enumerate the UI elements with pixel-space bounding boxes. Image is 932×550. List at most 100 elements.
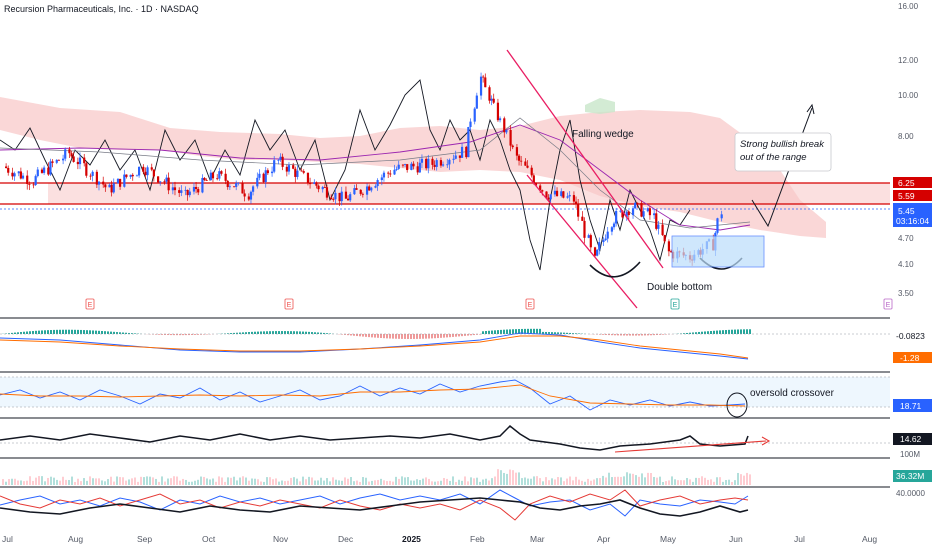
- x-tick: Nov: [273, 534, 289, 544]
- macd-hist-bar: [176, 334, 178, 336]
- volume-bar: [527, 478, 529, 485]
- volume-bar: [50, 476, 52, 485]
- volume-tag: 36.32M: [893, 470, 932, 482]
- macd-hist-bar: [227, 333, 229, 334]
- volume-bar: [614, 476, 616, 485]
- volume-bar: [296, 478, 298, 485]
- macd-hist-bar: [194, 334, 196, 335]
- candle-body: [568, 195, 571, 197]
- candle-body: [621, 210, 624, 218]
- volume-pane[interactable]: [2, 469, 751, 485]
- volume-bar: [176, 476, 178, 485]
- macd-hist-bar: [647, 334, 649, 336]
- volume-bar: [107, 479, 109, 485]
- candle-body: [475, 95, 478, 109]
- macd-hist-bar: [359, 334, 361, 337]
- volume-bar: [206, 478, 208, 485]
- atr-pane[interactable]: [0, 424, 890, 453]
- svg-text:E: E: [528, 302, 533, 309]
- macd-hist-bar: [467, 334, 469, 336]
- volume-bar: [548, 480, 550, 485]
- candle-body: [397, 164, 400, 169]
- volume-bar: [632, 473, 634, 485]
- candle-body: [581, 216, 584, 221]
- volume-bar: [458, 479, 460, 485]
- macd-hist-bar: [656, 334, 658, 336]
- macd-hist-bar: [704, 331, 706, 334]
- macd-hist-bar: [392, 334, 394, 339]
- macd-hist-bar: [710, 331, 712, 334]
- volume-bar: [683, 480, 685, 485]
- macd-hist-bar: [632, 334, 634, 336]
- macd-hist-bar: [257, 331, 259, 334]
- candle-body: [332, 199, 335, 200]
- macd-hist-bar: [56, 329, 58, 334]
- volume-bar: [488, 480, 490, 485]
- rsi-pane[interactable]: oversold crossover: [0, 376, 890, 418]
- volume-bar: [299, 481, 301, 485]
- candle-body: [479, 76, 483, 96]
- volume-bar: [203, 476, 205, 485]
- volume-bar: [98, 478, 100, 485]
- macd-hist-bar: [440, 334, 442, 338]
- price-scale[interactable]: 16.00 12.00 10.00 8.00 4.70 4.10 3.50 6.…: [893, 2, 932, 498]
- macd-hist-bar: [434, 334, 436, 339]
- candle-body: [555, 190, 559, 196]
- volume-bar: [443, 478, 445, 485]
- candle-body: [85, 163, 88, 176]
- volume-bar: [620, 476, 622, 485]
- y-tick: 10.00: [898, 91, 919, 100]
- macd-hist-bar: [188, 334, 190, 336]
- macd-hist-bar: [53, 329, 55, 334]
- candle-body: [593, 247, 597, 256]
- candle-body: [380, 177, 383, 181]
- macd-hist-bar: [122, 332, 124, 334]
- candle-body: [716, 218, 719, 233]
- volume-bar: [494, 476, 496, 485]
- earnings-markers[interactable]: E E E E E: [85, 298, 893, 310]
- candle-body: [505, 129, 508, 133]
- volume-bar: [74, 481, 76, 485]
- macd-hist-bar: [170, 334, 172, 336]
- macd-hist-bar: [389, 334, 391, 339]
- volume-bar: [320, 477, 322, 485]
- macd-hist-bar: [203, 334, 205, 335]
- x-tick: Aug: [68, 534, 83, 544]
- candle-body: [91, 171, 94, 176]
- macd-hist-bar: [479, 334, 481, 335]
- candle-body: [646, 208, 649, 212]
- volume-bar: [536, 476, 538, 485]
- volume-bar: [731, 481, 733, 485]
- macd-pane[interactable]: [0, 328, 890, 360]
- volume-bar: [371, 480, 373, 485]
- macd-hist-bar: [566, 332, 568, 334]
- macd-hist-bar: [452, 334, 454, 337]
- svg-text:6.25: 6.25: [898, 178, 915, 188]
- macd-hist-bar: [155, 334, 157, 335]
- volume-bar: [131, 478, 133, 485]
- volume-bar: [32, 480, 34, 485]
- volume-bar: [356, 480, 358, 485]
- candles[interactable]: [5, 72, 723, 266]
- macd-hist-bar: [50, 330, 52, 334]
- candle-body: [454, 155, 457, 159]
- volume-bar: [524, 477, 526, 485]
- dmi-pane[interactable]: [0, 489, 749, 521]
- candle-body: [194, 186, 198, 190]
- volume-bar: [680, 480, 682, 485]
- ichimoku-cloud-green: [585, 98, 615, 114]
- volume-bar: [659, 476, 661, 485]
- volume-bar: [155, 478, 157, 485]
- candle-body: [277, 159, 280, 161]
- volume-bar: [266, 477, 268, 485]
- candle-body: [156, 176, 160, 183]
- candle-body: [349, 194, 352, 201]
- macd-hist-bar: [242, 332, 244, 334]
- volume-bar: [317, 480, 319, 485]
- volume-bar: [29, 476, 31, 485]
- macd-hist-bar: [182, 334, 184, 336]
- time-axis[interactable]: Jul Aug Sep Oct Nov Dec 2025 Feb Mar Apr…: [2, 534, 877, 544]
- volume-bar: [656, 477, 658, 485]
- macd-hist-bar: [500, 329, 502, 334]
